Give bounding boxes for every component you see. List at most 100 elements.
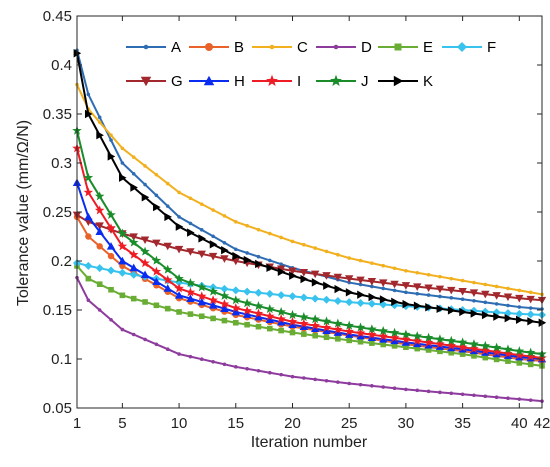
data-point-H <box>129 263 138 272</box>
data-point-J <box>389 327 400 337</box>
data-point-I <box>412 335 422 346</box>
data-point-H <box>379 335 388 343</box>
data-point-B <box>107 252 115 260</box>
legend-item-A: A <box>126 39 181 56</box>
data-point-K <box>232 251 240 261</box>
data-point-F <box>220 284 229 293</box>
legend-marker-C <box>269 44 275 50</box>
data-point-G <box>481 290 490 299</box>
data-point-J <box>128 237 139 247</box>
data-point-J <box>457 337 468 347</box>
data-point-J <box>276 306 286 317</box>
x-tick-label: 20 <box>284 415 301 432</box>
data-point-G <box>163 242 172 251</box>
series-K <box>73 49 547 327</box>
y-tick-label: 0.1 <box>51 351 72 368</box>
data-point-A <box>188 221 193 226</box>
legend-item-K: K <box>378 73 433 90</box>
data-point-H <box>208 301 218 309</box>
data-point-G <box>288 267 297 275</box>
data-point-K <box>130 183 138 192</box>
data-point-C <box>177 190 181 195</box>
legend-item-D: D <box>316 39 372 56</box>
data-point-I <box>287 316 298 326</box>
data-point-C <box>517 288 522 293</box>
data-point-J <box>197 282 207 292</box>
data-point-I <box>185 287 196 297</box>
legend-label-E: E <box>423 39 433 56</box>
data-point-E <box>244 321 250 328</box>
data-point-A <box>279 262 283 266</box>
data-point-K <box>153 202 161 212</box>
data-point-I <box>333 324 343 334</box>
data-point-K <box>323 281 331 290</box>
legend-item-H: H <box>189 73 245 90</box>
y-tick-label: 0.25 <box>43 204 72 221</box>
data-point-F <box>345 298 354 307</box>
data-point-J <box>423 332 434 342</box>
data-point-C <box>449 276 454 281</box>
data-point-I <box>83 187 94 197</box>
data-point-K <box>209 240 218 249</box>
data-point-K <box>198 234 206 243</box>
data-point-C <box>109 133 113 138</box>
legend-label-I: I <box>297 73 301 90</box>
data-point-K <box>164 212 172 222</box>
data-point-D <box>165 347 170 352</box>
data-point-C <box>460 278 465 283</box>
data-point-A <box>131 171 136 176</box>
data-point-D <box>177 352 181 356</box>
y-tick-label: 0.3 <box>51 155 72 172</box>
data-point-C <box>438 274 442 279</box>
x-tick-label: 42 <box>534 415 550 432</box>
data-point-E <box>471 353 477 359</box>
y-tick-label: 0.2 <box>51 253 72 270</box>
data-point-J <box>412 331 422 341</box>
data-point-H <box>288 320 297 329</box>
data-point-J <box>151 255 162 265</box>
data-point-C <box>188 196 193 201</box>
data-point-A <box>199 228 204 232</box>
data-point-E <box>448 349 455 356</box>
data-point-E <box>153 302 160 309</box>
data-point-E <box>85 275 92 282</box>
data-point-E <box>221 317 228 324</box>
legend-label-J: J <box>361 73 369 90</box>
data-point-H <box>344 330 354 338</box>
series-E <box>74 263 545 369</box>
data-point-C <box>131 155 136 159</box>
data-point-G <box>197 250 206 259</box>
data-point-E <box>323 334 330 341</box>
data-point-H <box>186 294 195 302</box>
x-tick-label: 10 <box>171 415 188 432</box>
data-point-J <box>435 334 445 344</box>
data-point-D <box>279 372 283 377</box>
data-point-E <box>267 325 273 332</box>
data-point-A <box>154 193 159 198</box>
data-point-D <box>460 392 465 397</box>
data-point-C <box>404 269 408 273</box>
data-point-C <box>324 249 329 254</box>
data-point-A <box>86 92 91 97</box>
data-point-C <box>336 252 340 257</box>
data-point-E <box>278 327 284 334</box>
data-point-E <box>425 347 432 353</box>
data-point-A <box>256 254 261 259</box>
data-point-E <box>198 313 205 320</box>
data-point-D <box>358 382 363 387</box>
data-point-C <box>358 258 363 263</box>
x-tick-label: 1 <box>73 415 81 432</box>
legend: A B C D E F G H I J K <box>126 39 496 90</box>
data-point-K <box>311 278 320 287</box>
data-point-J <box>525 347 536 357</box>
data-point-I <box>321 322 332 332</box>
data-point-A <box>143 182 147 187</box>
legend-marker-A <box>143 44 149 50</box>
data-point-J <box>208 286 218 296</box>
legend-marker-J <box>330 74 342 87</box>
data-point-F <box>526 310 535 319</box>
data-point-A <box>381 286 386 291</box>
data-point-H <box>265 315 275 323</box>
data-point-F <box>107 266 116 275</box>
data-point-E <box>187 311 194 317</box>
